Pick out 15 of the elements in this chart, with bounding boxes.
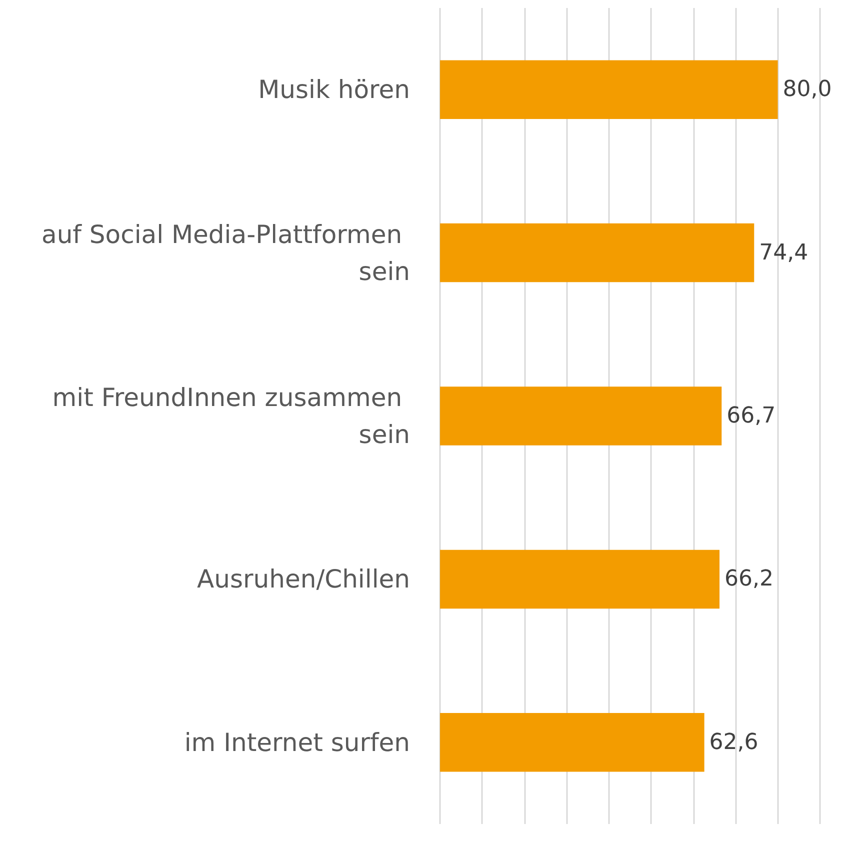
data-label: 80,0 (782, 77, 832, 102)
bar (440, 223, 754, 282)
y-tick-label: Musik hören (258, 75, 410, 104)
data-label: 62,6 (709, 730, 758, 755)
bar (440, 386, 722, 446)
bar (440, 550, 720, 609)
data-label: 66,2 (724, 566, 774, 592)
data-label: 66,7 (726, 404, 776, 428)
y-tick-label: Ausruhen/Chillen (197, 564, 410, 594)
y-tick-label: auf Social Media-Plattformen sein (42, 220, 410, 286)
data-label: 74,4 (759, 240, 808, 266)
bar (440, 60, 778, 119)
bar (440, 713, 704, 772)
y-tick-label: im Internet surfen (184, 728, 410, 757)
y-tick-label: mit FreundInnen zusammen sein (52, 383, 410, 449)
